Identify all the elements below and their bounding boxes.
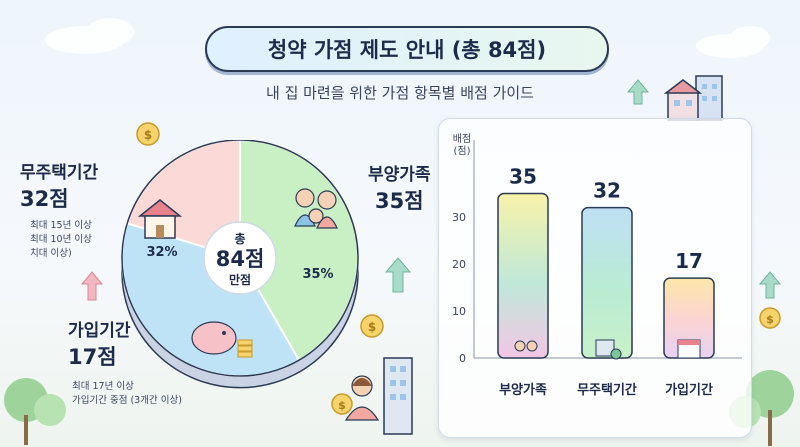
svg-text:$: $ [368, 320, 376, 334]
tree-icon [4, 370, 794, 446]
center-total: 84점 [216, 247, 265, 271]
x-tick-label: 무주택기간 [577, 382, 637, 398]
label-subscription-name: 가입기간 [68, 321, 131, 341]
building-icon [663, 75, 723, 121]
y-tick-label: 10 [452, 305, 466, 318]
center-prefix: 총 [234, 231, 245, 246]
arrow-up-icon [384, 79, 782, 299]
pie-percent-dependents: 35% [302, 267, 333, 282]
bar-data-label: 17 [675, 249, 703, 273]
arrow-up-icon [80, 271, 104, 301]
svg-text:$: $ [338, 399, 346, 412]
page-title: 청약 가점 제도 안내 (총 84점) [205, 26, 609, 72]
label-homeless: 무주택기간 32점 최대 15년 이상 최대 10년 이상 치대 이상) [20, 158, 98, 261]
family-icon [294, 188, 338, 229]
svg-text:$: $ [766, 313, 774, 326]
label-dependents: 부양가족 35점 [368, 160, 431, 215]
note-line: 최대 10년 이상 [30, 234, 92, 245]
y-tick-label: 0 [459, 352, 466, 365]
person-icon [344, 357, 413, 435]
y-axis-label: 배점 (점) [453, 133, 471, 157]
note-line: 최대 17년 이상 [72, 381, 134, 392]
family-icon [514, 340, 538, 352]
pie-center [203, 221, 277, 295]
page-title-text: 청약 가점 제도 안내 (총 84점) [267, 38, 547, 62]
bar-data-label: 35 [509, 165, 537, 189]
label-subscription: 가입기간 17점 [68, 316, 131, 371]
x-tick-label: 부양가족 [499, 383, 547, 398]
cloud-icon [45, 18, 770, 58]
x-tick-label: 가입기간 [665, 382, 713, 398]
page-subtitle: 내 집 마련을 위한 가점 항목별 배점 가이드 [266, 84, 534, 102]
pie-percent-homeless: 32% [146, 245, 177, 260]
bar-0 [497, 192, 549, 359]
calendar-icon [677, 339, 701, 359]
label-subscription-notes: 최대 17년 이상 가입기간 중점 (3개간 이상) [72, 380, 182, 408]
label-dependents-score: 35점 [375, 189, 424, 213]
note-line: 가입기간 중점 (3개간 이상) [72, 395, 182, 406]
building-check-icon [595, 339, 622, 360]
label-dependents-name: 부양가족 [368, 165, 431, 185]
bar-chart: 배점 (점) 0 10 20 30 35 부양가족 32 무주택기간 17 가입기간 [452, 133, 742, 398]
label-homeless-name: 무주택기간 [20, 163, 99, 183]
label-subscription-score: 17점 [68, 345, 117, 369]
note-line: 치대 이상) [30, 248, 72, 259]
house-icon [137, 199, 183, 239]
pie-outline [121, 140, 359, 377]
piggy-bank-icon [191, 321, 253, 358]
center-suffix: 만점 [229, 272, 251, 287]
label-homeless-notes: 최대 15년 이상 최대 10년 이상 치대 이상) [30, 219, 98, 261]
coin-icon: $ $ $ $ [136, 122, 781, 415]
y-tick-label: 30 [452, 211, 466, 224]
note-line: 최대 15년 이상 [30, 220, 92, 231]
bar-data-label: 32 [593, 179, 621, 203]
svg-text:$: $ [144, 128, 152, 142]
label-homeless-score: 32점 [20, 187, 69, 211]
bar-1 [581, 206, 633, 359]
y-tick-label: 20 [452, 258, 466, 271]
